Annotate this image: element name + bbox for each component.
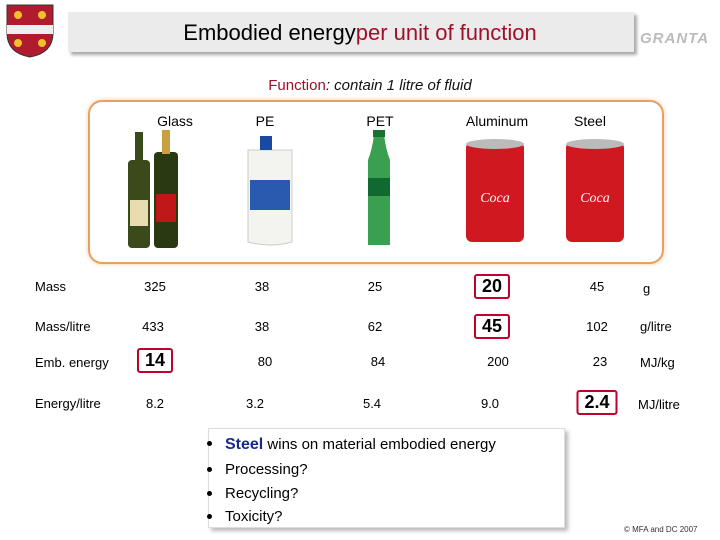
cell: 80 [257, 354, 273, 369]
unit: g [643, 281, 651, 296]
subtitle: Function: contain 1 litre of fluid [268, 77, 471, 94]
unit: g/litre [640, 319, 672, 334]
cell: 25 [367, 279, 383, 294]
bullet: Recycling? [225, 485, 299, 502]
cell: 9.0 [480, 396, 500, 411]
cell: 62 [367, 319, 383, 334]
logo: GRANTA [640, 30, 710, 47]
glass-bottles [128, 130, 178, 248]
row-label: Mass/litre [35, 319, 91, 334]
title: Embodied energyper unit of function [183, 20, 536, 46]
cell: 5.4 [362, 396, 382, 411]
copyright: © MFA and DC 2007 [624, 525, 698, 534]
bullet: Toxicity? [225, 508, 283, 525]
bullet-box [208, 428, 565, 528]
material: Glass [157, 113, 193, 129]
bullet-dot [207, 514, 212, 519]
cell: 45 [589, 279, 605, 294]
svg-text:Coca: Coca [480, 191, 510, 206]
steel-can: Coca [566, 139, 624, 242]
cell: 8.2 [145, 396, 165, 411]
bullet: Steel wins on material embodied energy [225, 436, 496, 454]
cell-highlight: 20 [473, 274, 511, 299]
material: PE [255, 113, 275, 129]
material: Aluminum [465, 113, 529, 129]
cell-highlight: 45 [473, 314, 511, 339]
subtitle-lead: Function [268, 77, 326, 94]
image-frame [88, 100, 664, 264]
pet-bottle [368, 130, 390, 245]
cell: 23 [592, 354, 608, 369]
bullet: Processing? [225, 461, 308, 478]
title-accent: per unit of function [355, 20, 537, 45]
subtitle-rest: : contain 1 litre of fluid [325, 77, 472, 94]
bullet-emph: Steel [225, 436, 264, 453]
svg-text:Coca: Coca [580, 191, 610, 206]
bullet-text: wins on material embodied energy [263, 436, 496, 453]
title-box [68, 12, 634, 52]
title-main: Embodied energy [183, 20, 356, 45]
cell-highlight: 14 [136, 348, 174, 373]
bullet-dot [207, 491, 212, 496]
row-label: Emb. energy [35, 355, 109, 370]
unit: MJ/kg [640, 355, 675, 370]
pe-jug [247, 136, 293, 246]
cell: 200 [487, 354, 509, 369]
cell: 433 [142, 319, 164, 334]
containers: Coca Coca [128, 130, 624, 248]
bullet-dot [207, 467, 212, 472]
material: Steel [574, 113, 606, 129]
cell: 3.2 [245, 396, 265, 411]
material: PET [366, 113, 394, 129]
row-label: Mass [35, 279, 67, 294]
cell: 325 [144, 279, 166, 294]
cell: 84 [370, 354, 386, 369]
aluminum-can: Coca [466, 139, 524, 242]
cell: 38 [254, 279, 270, 294]
bullet-dot [207, 441, 212, 446]
cell-highlight: 2.4 [576, 390, 618, 415]
crest [6, 4, 54, 58]
cell: 38 [254, 319, 270, 334]
unit: MJ/litre [638, 397, 680, 412]
row-label: Energy/litre [35, 396, 101, 411]
cell: 102 [586, 319, 608, 334]
